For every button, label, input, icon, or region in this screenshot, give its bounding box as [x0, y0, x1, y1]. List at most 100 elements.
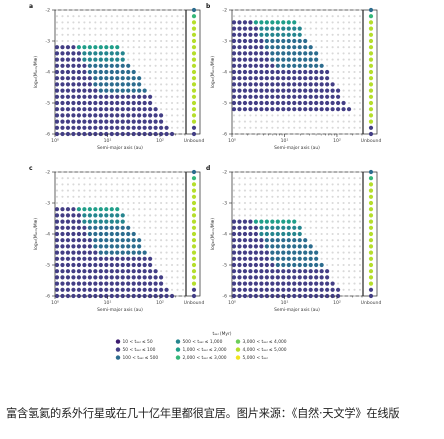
empty-grid-point	[358, 276, 362, 279]
unbound-point	[368, 169, 374, 175]
empty-grid-point	[55, 8, 59, 12]
empty-grid-point	[181, 201, 185, 205]
data-point	[76, 256, 82, 261]
empty-grid-point	[238, 183, 241, 186]
empty-grid-point	[127, 177, 130, 180]
data-point	[98, 219, 103, 224]
empty-grid-point	[132, 208, 135, 211]
empty-grid-point	[358, 77, 362, 80]
data-point	[325, 69, 330, 75]
data-point	[259, 269, 264, 274]
empty-grid-point	[160, 95, 163, 98]
empty-grid-point	[260, 183, 263, 186]
data-point	[109, 225, 114, 230]
empty-grid-point	[331, 39, 334, 43]
empty-grid-point	[170, 27, 174, 30]
data-point	[314, 250, 319, 255]
data-point	[231, 38, 237, 44]
empty-grid-point	[149, 220, 152, 223]
empty-grid-point	[149, 46, 152, 49]
data-point	[231, 94, 237, 99]
unbound-point	[191, 38, 197, 44]
unbound-point	[368, 225, 374, 230]
empty-grid-point	[143, 245, 146, 248]
data-point	[60, 94, 65, 99]
empty-grid-point	[176, 101, 179, 105]
empty-grid-point	[160, 21, 163, 24]
empty-grid-point	[116, 195, 119, 198]
empty-grid-point	[358, 226, 362, 229]
data-point	[60, 63, 65, 68]
empty-grid-point	[249, 208, 252, 211]
data-point	[54, 213, 60, 218]
data-point	[242, 219, 248, 224]
data-point	[259, 51, 264, 56]
data-point	[286, 275, 291, 280]
y-tick-label: -4	[45, 232, 50, 238]
empty-grid-point	[170, 108, 174, 111]
data-point	[65, 131, 71, 137]
y-tick-label: -2	[222, 8, 227, 14]
data-point	[60, 262, 65, 268]
unbound-point	[191, 182, 197, 187]
data-point	[82, 275, 87, 280]
data-point	[142, 88, 147, 93]
data-point	[297, 281, 302, 286]
empty-grid-point	[347, 208, 351, 211]
empty-grid-point	[77, 189, 80, 192]
empty-grid-point	[232, 183, 236, 186]
empty-grid-point	[347, 33, 351, 36]
data-point	[65, 244, 71, 249]
empty-grid-point	[353, 201, 356, 205]
empty-grid-point	[347, 183, 351, 186]
empty-grid-point	[309, 114, 312, 117]
data-point	[87, 94, 92, 99]
empty-grid-point	[342, 114, 345, 117]
data-point	[120, 250, 125, 255]
data-point	[104, 287, 109, 292]
y-axis-label: log₁₀(Mₐₜₘ/M⊕)	[33, 56, 39, 88]
empty-grid-point	[165, 257, 168, 260]
data-point	[319, 275, 324, 280]
empty-grid-point	[72, 8, 75, 12]
empty-grid-point	[265, 177, 268, 180]
data-point	[281, 287, 286, 292]
empty-grid-point	[326, 195, 329, 198]
data-point	[231, 219, 237, 224]
data-point	[292, 94, 297, 99]
data-point	[142, 269, 147, 274]
data-point	[308, 94, 313, 99]
empty-grid-point	[77, 27, 80, 30]
data-point	[253, 100, 259, 106]
empty-grid-point	[170, 208, 174, 211]
data-point	[82, 94, 87, 99]
empty-grid-point	[143, 39, 146, 43]
empty-grid-point	[110, 170, 113, 174]
empty-grid-point	[353, 232, 356, 236]
data-point	[120, 281, 125, 286]
empty-grid-point	[358, 270, 362, 273]
data-point	[297, 287, 302, 292]
data-point	[60, 131, 65, 137]
data-point	[335, 107, 341, 112]
data-point	[131, 119, 136, 124]
data-point	[308, 107, 313, 112]
data-point	[93, 113, 98, 118]
unbound-point	[191, 32, 197, 37]
empty-grid-point	[331, 70, 334, 74]
empty-grid-point	[232, 195, 236, 198]
empty-grid-point	[83, 8, 86, 12]
empty-grid-point	[293, 132, 296, 136]
data-point	[275, 76, 280, 81]
empty-grid-point	[342, 220, 345, 223]
data-point	[82, 293, 87, 299]
empty-grid-point	[165, 183, 168, 186]
empty-grid-point	[99, 33, 102, 36]
empty-grid-point	[165, 201, 168, 205]
data-point	[131, 256, 136, 261]
data-point	[65, 281, 71, 286]
empty-grid-point	[94, 15, 97, 18]
empty-grid-point	[353, 77, 356, 80]
data-point	[98, 213, 103, 218]
unbound-point	[368, 213, 374, 218]
